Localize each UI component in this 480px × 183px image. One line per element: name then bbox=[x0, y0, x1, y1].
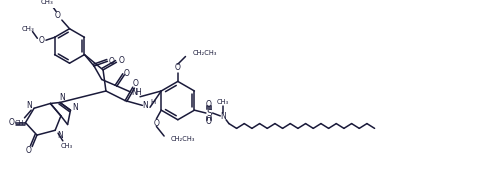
Text: CH₂CH₃: CH₂CH₃ bbox=[192, 50, 216, 56]
Text: O: O bbox=[205, 100, 211, 109]
Text: O: O bbox=[123, 69, 129, 78]
Text: N: N bbox=[57, 131, 63, 140]
Text: N: N bbox=[72, 103, 78, 112]
Text: N: N bbox=[131, 88, 137, 97]
Text: CH₃: CH₃ bbox=[14, 120, 27, 126]
Text: CH₃: CH₃ bbox=[60, 143, 72, 149]
Text: H: H bbox=[150, 98, 155, 104]
Text: O: O bbox=[175, 64, 180, 72]
Text: O: O bbox=[108, 57, 114, 66]
Text: O: O bbox=[118, 56, 124, 65]
Text: O: O bbox=[9, 118, 15, 127]
Text: O: O bbox=[38, 36, 44, 45]
Text: CH₃: CH₃ bbox=[216, 100, 229, 105]
Text: N: N bbox=[59, 93, 65, 102]
Text: N: N bbox=[220, 112, 226, 121]
Text: N: N bbox=[26, 101, 32, 110]
Text: O: O bbox=[55, 11, 61, 20]
Text: N: N bbox=[142, 101, 148, 110]
Text: O: O bbox=[132, 79, 138, 88]
Text: O: O bbox=[205, 117, 211, 126]
Text: S: S bbox=[205, 109, 211, 117]
Text: CH₃: CH₃ bbox=[40, 0, 53, 5]
Text: CH₂CH₃: CH₂CH₃ bbox=[170, 136, 195, 142]
Text: O: O bbox=[153, 119, 159, 128]
Text: O: O bbox=[25, 146, 31, 155]
Text: CH₃: CH₃ bbox=[21, 26, 34, 32]
Text: H: H bbox=[135, 88, 141, 97]
